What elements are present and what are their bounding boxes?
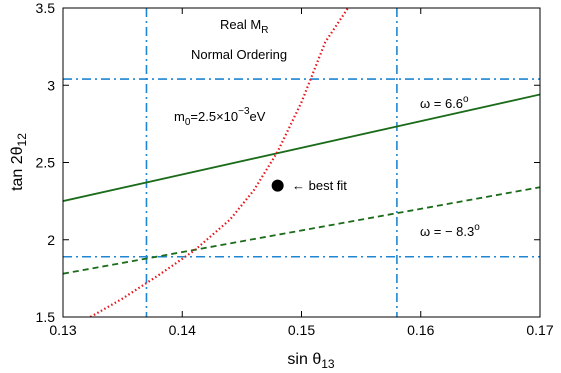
y-axis-label: tan 2θ12 [9,133,29,191]
y-tick-label-1: 2 [47,232,55,248]
x-tick-label-4: 0.17 [526,322,553,338]
x-axis-label-base: sin θ [287,351,321,368]
best-fit-layer [271,179,284,192]
series-line-2 [89,8,349,317]
y-axis-label-base: tan 2θ [9,146,26,191]
y-tick-label-3: 3 [47,77,55,93]
omega-pos-label: ω = 6.6o [420,94,469,111]
series-line-1 [63,186,540,275]
y-axis-label-sub: 12 [15,133,29,147]
reference-lines [63,8,540,317]
x-tick-label-1: 0.14 [169,322,196,338]
ticks: 0.13 0.14 0.15 0.16 0.17 1.5 2 2.5 3 3.5 [36,0,554,338]
m0-label-mid: =2.5×10 [190,109,238,124]
best-fit-label: ← best fit [292,178,347,193]
series-layer [63,8,540,317]
title-real-mr-sub: R [261,25,268,36]
omega-neg-label: ω = − 8.3o [420,222,480,239]
m0-label-end: eV [250,109,266,124]
m0-label-sup: −3 [238,106,250,117]
omega-pos-sup: o [463,94,469,105]
omega-neg-sup: o [474,222,480,233]
series-line-0 [63,93,540,202]
y-tick-label-0: 1.5 [36,309,56,325]
y-tick-label-2: 2.5 [36,155,56,171]
omega-pos-base: ω = 6.6 [420,96,463,111]
title-real-mr-base: Real M [220,17,261,32]
title-real-mr: Real MR [220,17,268,36]
best-fit-point [271,179,284,192]
x-axis-label: sin θ13 [287,351,334,371]
omega-neg-base: ω = − 8.3 [420,224,474,239]
y-tick-label-4: 3.5 [36,0,56,16]
x-tick-label-0: 0.13 [49,322,76,338]
x-tick-label-3: 0.16 [407,322,434,338]
title-normal-ordering: Normal Ordering [191,47,287,62]
m0-label: m0=2.5×10−3eV [174,106,266,128]
m0-label-sub: 0 [185,117,191,128]
x-tick-label-2: 0.15 [288,322,315,338]
plot-frame [62,7,541,318]
x-axis-label-sub: 13 [321,357,335,371]
m0-label-base: m [174,109,185,124]
